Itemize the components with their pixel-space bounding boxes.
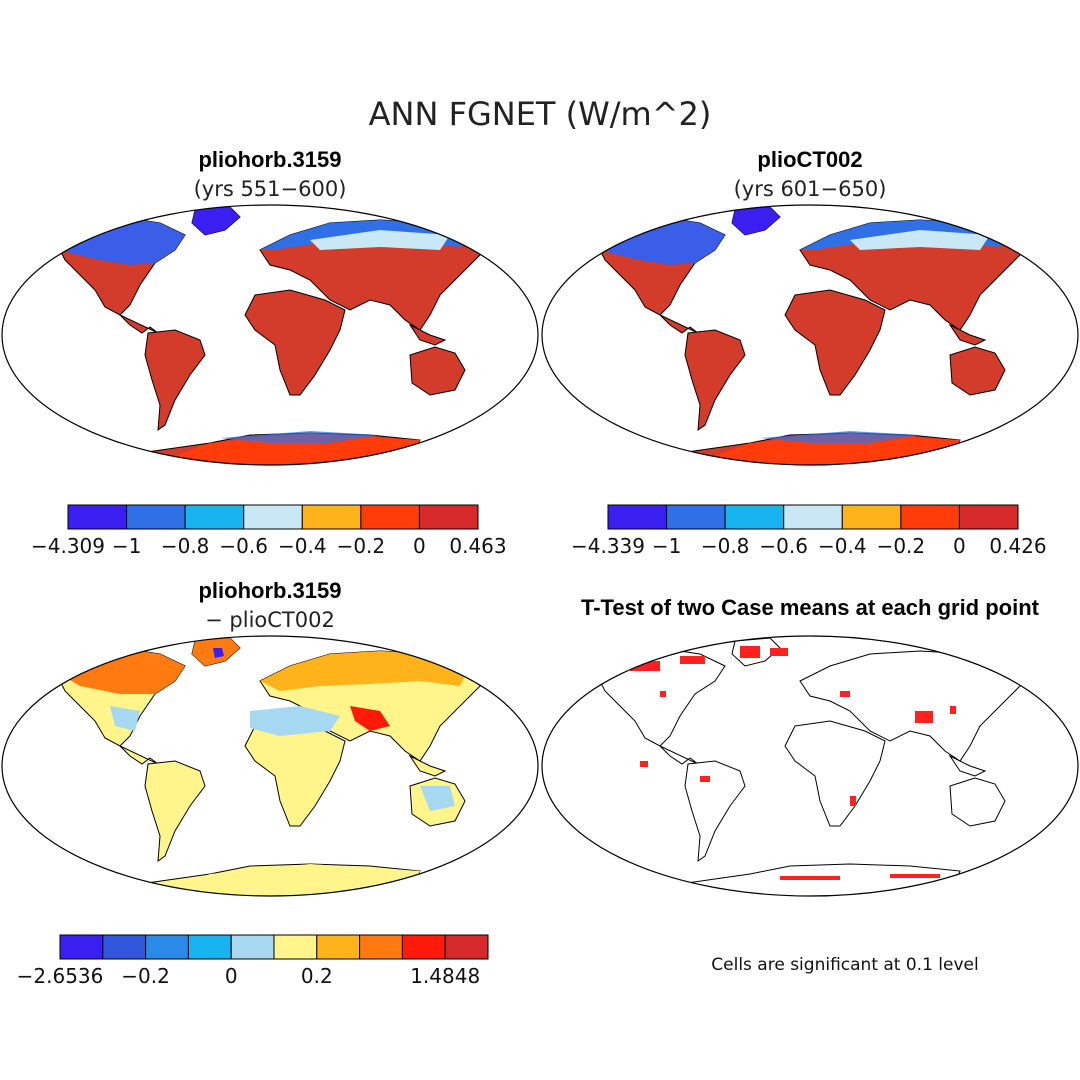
panel-1-map-border	[1, 204, 539, 466]
colorbar-swatch	[841, 504, 902, 530]
colorbar-swatch	[607, 504, 668, 530]
panel-3: pliohorb.3159 − plioCT002 −2.6536 −0.2 0 0.…	[1, 578, 539, 988]
figure-title: ANN FGNET (W/m^2)	[369, 95, 712, 133]
colorbar-tick-label: −0.4	[278, 534, 327, 558]
colorbar-swatch	[230, 934, 275, 960]
colorbar-swatch	[360, 504, 420, 530]
colorbar-swatch	[187, 934, 232, 960]
colorbar-swatch	[126, 504, 186, 530]
colorbar-swatch	[359, 934, 403, 960]
colorbar-tick-label: −0.2	[877, 534, 926, 558]
colorbar-swatch	[444, 934, 489, 960]
colorbar-tick-label: 0.426	[989, 534, 1046, 558]
colorbar-tick-label: −0.4	[818, 534, 867, 558]
colorbar-tick-label: 0	[225, 964, 238, 988]
colorbar-tick-label: −0.8	[701, 534, 750, 558]
colorbar-tick-label: −0.6	[219, 534, 268, 558]
panel-3-map	[54, 637, 486, 896]
significance-note: Cells are significant at 0.1 level	[711, 955, 978, 975]
colorbar-tick-label: −0.8	[161, 534, 210, 558]
panel-4-map-border	[541, 635, 1079, 897]
colorbar-swatch	[724, 504, 785, 530]
colorbar-swatch	[301, 504, 362, 530]
panel-2: plioCT002 (yrs 601−650) −4.339 −1 −0.8 −0.6…	[541, 147, 1079, 558]
panel-2-title: plioCT002	[757, 147, 862, 172]
colorbar-tick-label: −4.339	[571, 534, 645, 558]
panel-4-title: T-Test of two Case means at each grid po…	[581, 595, 1040, 620]
colorbar-swatch	[958, 504, 1019, 530]
panel-1-colorbar: −4.309 −1 −0.8 −0.6 −0.4 −0.2 0 0.463	[31, 504, 507, 558]
colorbar-tick-label: −4.309	[31, 534, 105, 558]
colorbar-swatch	[666, 504, 726, 530]
colorbar-tick-label: 0	[413, 534, 426, 558]
colorbar-swatch	[783, 504, 843, 530]
colorbar-tick-label: −1	[112, 534, 141, 558]
panel-3-title: pliohorb.3159	[198, 578, 341, 603]
colorbar-swatch	[145, 934, 189, 960]
panel-2-map	[594, 206, 1026, 465]
panel-3-subtitle: − plioCT002	[205, 608, 335, 632]
panel-1: pliohorb.3159 (yrs 551−600) −4.309 −1 −0.8…	[1, 147, 539, 558]
colorbar-swatch	[184, 504, 245, 530]
panel-3-map-border	[1, 635, 539, 897]
panel-2-colorbar: −4.339 −1 −0.8 −0.6 −0.4 −0.2 0 0.426	[571, 504, 1047, 558]
colorbar-swatch	[102, 934, 147, 960]
panel-4-map	[594, 637, 1026, 896]
colorbar-tick-label: −0.6	[759, 534, 808, 558]
colorbar-swatch	[418, 504, 479, 530]
colorbar-tick-label: 0	[953, 534, 966, 558]
colorbar-tick-label: 0.2	[301, 964, 333, 988]
colorbar-swatch	[900, 504, 960, 530]
panel-3-colorbar: −2.6536 −0.2 0 0.2 1.4848	[17, 934, 489, 988]
colorbar-swatch	[273, 934, 318, 960]
colorbar-swatch	[67, 504, 128, 530]
panel-4: T-Test of two Case means at each grid po…	[541, 595, 1079, 975]
colorbar-tick-label: 1.4848	[410, 964, 480, 988]
colorbar-tick-label: −2.6536	[17, 964, 104, 988]
colorbar-tick-label: −1	[652, 534, 681, 558]
panel-2-map-border	[541, 204, 1079, 466]
colorbar-swatch	[316, 934, 361, 960]
colorbar-tick-label: −0.2	[121, 964, 170, 988]
colorbar-tick-label: −0.2	[337, 534, 386, 558]
colorbar-swatch	[243, 504, 303, 530]
panel-1-title: pliohorb.3159	[198, 147, 341, 172]
panel-2-subtitle: (yrs 601−650)	[734, 177, 887, 201]
colorbar-swatch	[401, 934, 446, 960]
colorbar-swatch	[59, 934, 104, 960]
panel-1-subtitle: (yrs 551−600)	[194, 177, 347, 201]
colorbar-tick-label: 0.463	[449, 534, 506, 558]
panel-1-map	[54, 206, 486, 465]
